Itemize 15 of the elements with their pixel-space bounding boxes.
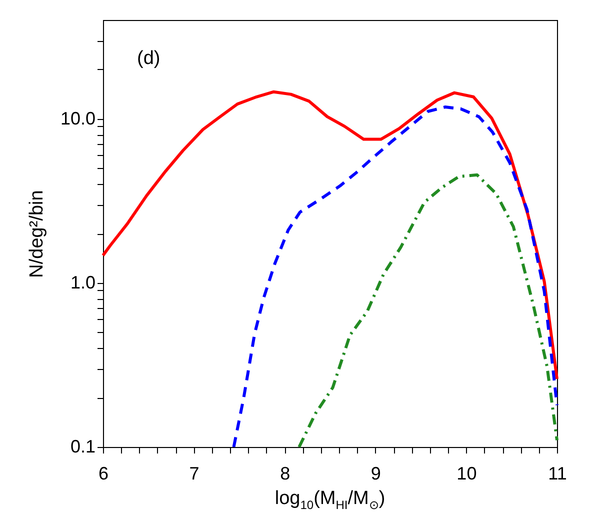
annotation: (d) xyxy=(137,48,160,69)
x-axis-title: log$_{10}$(M$_{HI}$/M$_{⊙}$) xyxy=(274,488,386,512)
x-tick-label: 11 xyxy=(548,464,567,484)
y-tick-label: 0.1 xyxy=(70,436,96,456)
x-tick-label: 9 xyxy=(370,464,381,484)
y-axis-title: N/deg²/bin xyxy=(26,190,48,278)
line-series xyxy=(298,173,558,448)
y-tick-label: 1.0 xyxy=(70,272,96,292)
x-tick-label: 8 xyxy=(280,464,290,484)
line-series xyxy=(102,90,558,380)
x-tick-label: 10 xyxy=(456,464,477,484)
line-series xyxy=(232,106,558,448)
x-tick-label: 6 xyxy=(98,464,109,484)
y-tick-label: 10.0 xyxy=(60,108,96,128)
x-tick-label: 7 xyxy=(189,464,200,484)
